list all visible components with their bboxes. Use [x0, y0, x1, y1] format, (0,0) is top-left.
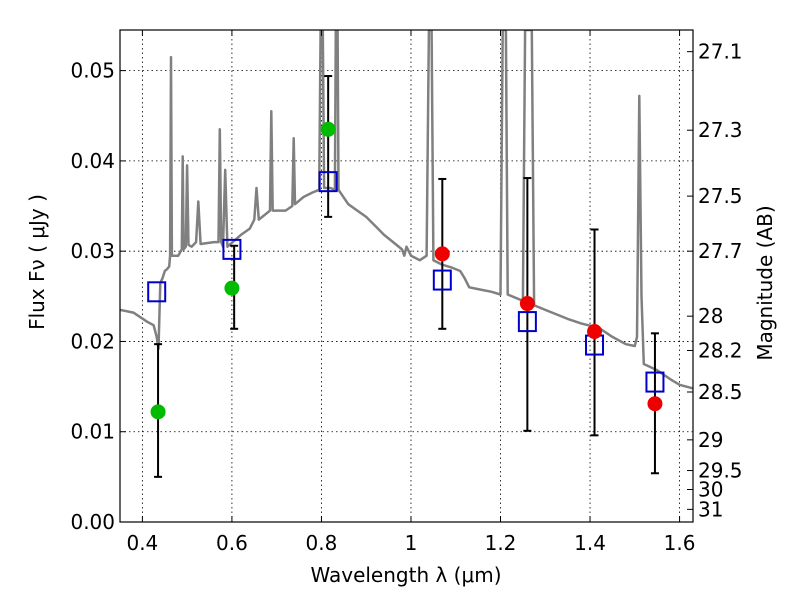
observed-point-circle	[434, 246, 450, 262]
x-tick-label: 0.6	[216, 531, 248, 555]
y2-tick-label: 27.5	[698, 184, 743, 208]
y2-tick-label: 28.2	[698, 338, 743, 362]
x-tick-label: 1.6	[664, 531, 696, 555]
x-tick-label: 0.4	[126, 531, 158, 555]
x-tick-label: 1	[405, 531, 418, 555]
model-point-square	[147, 281, 167, 303]
observed-point-circle	[150, 404, 166, 420]
y-tick-label: 0.02	[70, 329, 115, 353]
x-tick-label: 0.8	[306, 531, 338, 555]
y-tick-label: 0.01	[70, 420, 115, 444]
model-point-square	[432, 269, 452, 291]
y2-tick-label: 27.1	[698, 40, 743, 64]
x-tick-label: 1.4	[574, 531, 606, 555]
observed-point-circle	[224, 280, 240, 296]
x-axis-title: Wavelength λ (μm)	[310, 563, 501, 587]
y-axis-title: Flux Fν ( μJy )	[25, 194, 49, 330]
y2-tick-label: 29.5	[698, 459, 743, 483]
observed-point-circle	[587, 324, 603, 340]
model-point-square	[645, 371, 665, 393]
y-tick-label: 0.05	[70, 59, 115, 83]
y-tick-label: 0.03	[70, 239, 115, 263]
y-tick-label: 0.00	[70, 510, 115, 534]
observed-point-circle	[320, 121, 336, 137]
y2-tick-label: 28	[698, 304, 723, 328]
observed-point-circle	[647, 396, 663, 412]
observed-point-circle	[519, 296, 535, 312]
y-tick-label: 0.04	[70, 149, 115, 173]
plot-frame	[119, 29, 694, 523]
y2-tick-label: 29	[698, 428, 723, 452]
grid	[120, 30, 693, 522]
model-point-square	[517, 311, 537, 333]
ticks	[120, 30, 693, 523]
y2-axis-title: Magnitude (AB)	[753, 205, 777, 360]
tick-labels: 0.4 0.6 0.8 1 1.2 1.4 1.6 0.00 0.01 0.02 0.03 0.04 0…	[70, 40, 742, 555]
model-point-square	[222, 238, 242, 260]
marks-layer	[147, 75, 665, 478]
model-point-square	[318, 171, 338, 193]
x-tick-label: 1.2	[485, 531, 517, 555]
y2-tick-label: 27.7	[698, 239, 743, 263]
y2-tick-label: 31	[698, 497, 723, 521]
y2-tick-label: 27.3	[698, 118, 743, 142]
y2-tick-label: 30	[698, 478, 723, 502]
y2-tick-label: 28.5	[698, 380, 743, 404]
